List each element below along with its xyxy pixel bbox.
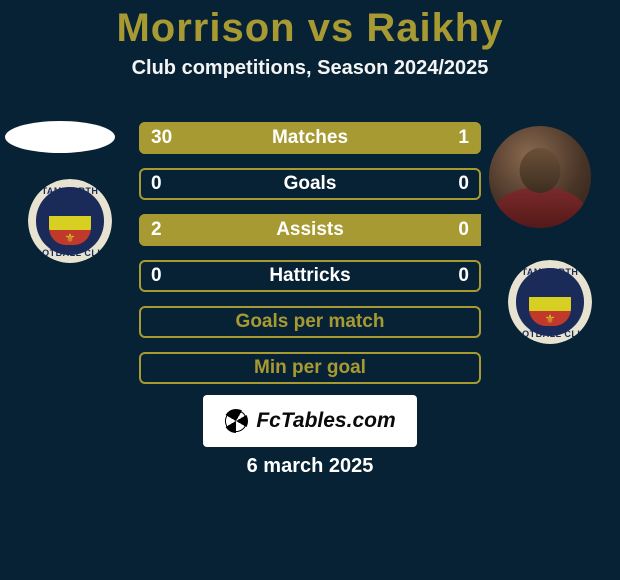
football-icon — [224, 409, 248, 433]
fctables-text: FcTables.com — [256, 409, 395, 433]
player-left-avatar-placeholder — [5, 121, 115, 153]
fleur-icon: ⚜ — [545, 312, 556, 326]
shield-band-mid — [49, 216, 91, 230]
shield-band-top — [49, 201, 91, 216]
player-left-club-crest: TAMWORTH ⚜ FOOTBALL CLUB — [28, 179, 112, 263]
page-subtitle: Club competitions, Season 2024/2025 — [0, 57, 620, 80]
stat-row-empty: Min per goal — [139, 352, 481, 384]
stat-row: 00Hattricks — [139, 260, 481, 292]
crest-shield: ⚜ — [49, 201, 91, 245]
crest-bottom-text: FOOTBALL CLUB — [28, 248, 112, 258]
page-title: Morrison vs Raikhy — [0, 6, 620, 51]
player-right-club-crest: TAMWORTH ⚜ FOOTBALL CLUB — [508, 260, 592, 344]
fctables-watermark: FcTables.com — [203, 395, 417, 447]
footer-date: 6 march 2025 — [0, 455, 620, 478]
stat-row: 20Assists — [139, 214, 481, 246]
crest-shield: ⚜ — [529, 282, 571, 326]
stat-label: Matches — [139, 122, 481, 154]
avatar-head — [520, 148, 561, 193]
stat-label: Goals — [139, 168, 481, 200]
stat-label: Assists — [139, 214, 481, 246]
stat-row: 301Matches — [139, 122, 481, 154]
player-right-avatar — [489, 126, 591, 228]
stat-row: 00Goals — [139, 168, 481, 200]
fleur-icon: ⚜ — [65, 231, 76, 245]
shield-band-mid — [529, 297, 571, 311]
crest-bottom-text: FOOTBALL CLUB — [508, 329, 592, 339]
shield-band-top — [529, 282, 571, 297]
content: Morrison vs Raikhy Club competitions, Se… — [0, 0, 620, 580]
stat-row-empty: Goals per match — [139, 306, 481, 338]
stat-label: Hattricks — [139, 260, 481, 292]
